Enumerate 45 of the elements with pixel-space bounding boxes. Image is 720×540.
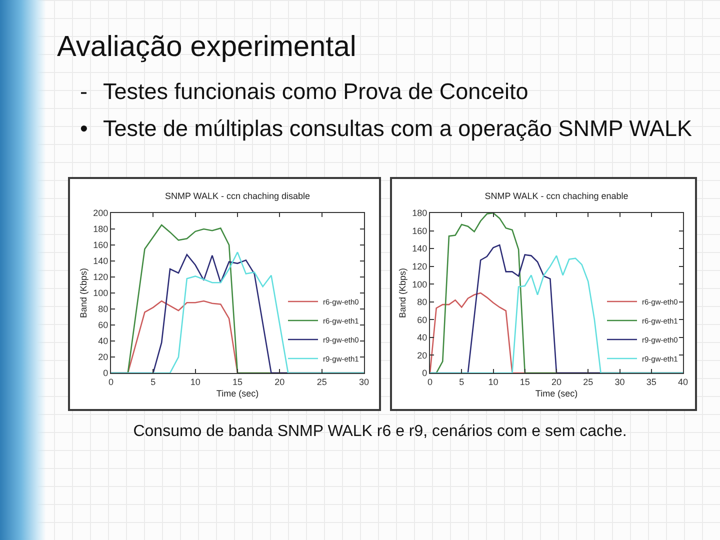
x-tick-label: 10 <box>190 376 200 387</box>
x-tick-label: 15 <box>232 376 243 387</box>
x-tick-label: 10 <box>488 376 498 387</box>
y-tick-label: 80 <box>98 304 108 314</box>
y-tick-label: 120 <box>93 272 108 282</box>
y-tick-label: 120 <box>412 261 428 272</box>
x-tick-label: 35 <box>646 376 656 387</box>
y-tick-label: 100 <box>412 279 428 290</box>
y-tick-label: 60 <box>417 314 428 325</box>
y-tick-label: 140 <box>412 244 428 254</box>
chart-title: SNMP WALK - ccn chaching disable <box>164 191 310 202</box>
y-tick-label: 180 <box>93 224 108 234</box>
x-tick-label: 15 <box>520 376 530 387</box>
y-tick-label: 160 <box>412 226 428 236</box>
x-tick-label: 20 <box>274 376 285 387</box>
y-tick-label: 40 <box>98 336 108 346</box>
text: - Testes funcionais como Prova de Conceito <box>80 78 528 106</box>
y-tick-label: 180 <box>412 208 428 218</box>
x-axis-title: Time (sec) <box>535 388 578 399</box>
y-tick-label: 160 <box>93 240 108 250</box>
y-tick-label: 20 <box>98 352 108 362</box>
y-tick-label: 40 <box>417 332 428 343</box>
y-axis-title: Band (Kbps) <box>78 268 89 318</box>
chart-title: SNMP WALK - ccn chaching enable <box>484 191 628 202</box>
text: • Teste de múltiplas consultas com a operação SNMP WALK <box>80 115 692 143</box>
y-tick-label: 200 <box>93 208 108 218</box>
x-tick-label: 5 <box>459 376 464 387</box>
x-tick-label: 20 <box>551 376 562 387</box>
y-tick-label: 0 <box>422 368 428 378</box>
text: Avaliação experimental <box>57 30 356 64</box>
x-tick-label: 5 <box>150 376 156 387</box>
y-tick-label: 140 <box>93 256 108 266</box>
x-axis-title: Time (sec) <box>216 388 259 399</box>
y-axis-title: Band (Kbps) <box>398 268 408 318</box>
y-tick-label: 80 <box>417 297 428 308</box>
x-tick-label: 30 <box>614 376 625 387</box>
y-tick-label: 100 <box>93 288 108 298</box>
text: Consumo de banda SNMP WALK r6 e r9, cenários com e sem cache. <box>132 422 628 442</box>
x-tick-label: 30 <box>358 376 370 387</box>
y-tick-label: 60 <box>98 320 108 330</box>
x-tick-label: 25 <box>583 376 594 387</box>
x-tick-label: 25 <box>316 376 327 387</box>
y-tick-label: 0 <box>103 368 108 378</box>
x-tick-label: 40 <box>678 376 688 387</box>
y-tick-label: 20 <box>417 350 428 360</box>
